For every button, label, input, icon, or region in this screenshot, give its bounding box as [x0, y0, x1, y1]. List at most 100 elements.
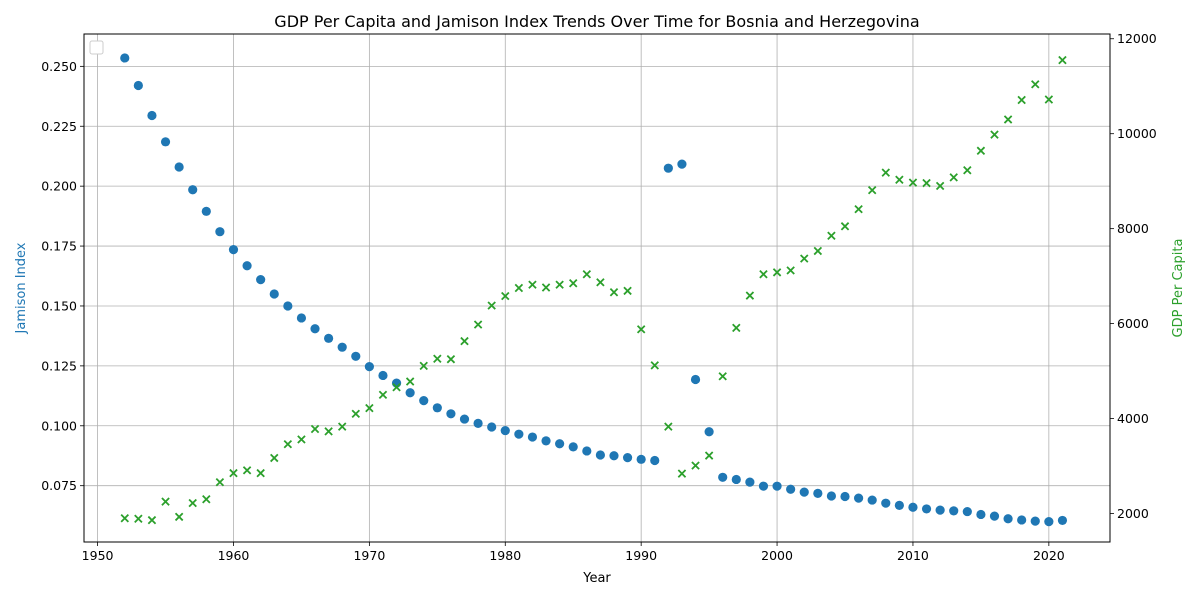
- right-y-tick-label: 4000: [1117, 411, 1149, 426]
- gdp-per-capita-point: [922, 178, 931, 188]
- left-y-tick-label: 0.075: [41, 478, 77, 493]
- left-y-tick-label: 0.100: [41, 418, 77, 433]
- right-y-axis-label: GDP Per Capita: [1171, 239, 1186, 338]
- gdp-per-capita-point: [174, 512, 184, 522]
- gdp-per-capita-point: [392, 382, 401, 392]
- right-y-tick-label: 10000: [1117, 126, 1157, 141]
- jamison-index-point: [962, 506, 972, 517]
- gdp-per-capita-point: [1044, 95, 1054, 104]
- jamison-index-point: [921, 504, 932, 514]
- jamison-index-point: [446, 409, 456, 419]
- jamison-index-point: [514, 429, 524, 439]
- gdp-per-capita-point: [270, 453, 279, 463]
- jamison-index-point: [541, 436, 551, 446]
- jamison-index-point: [188, 185, 198, 195]
- jamison-index-point: [228, 245, 239, 255]
- left-y-tick-label: 0.175: [41, 239, 77, 254]
- gdp-per-capita-point: [120, 514, 130, 523]
- jamison-index-point: [283, 301, 293, 311]
- jamison-index-point: [1057, 515, 1068, 526]
- gdp-per-capita-point: [378, 390, 388, 400]
- gdp-per-capita-point: [772, 268, 782, 277]
- gdp-per-capita-point: [365, 403, 374, 413]
- right-y-tick-label: 6000: [1117, 316, 1149, 331]
- jamison-index-point: [133, 80, 143, 91]
- jamison-index-point: [1044, 517, 1054, 527]
- gdp-per-capita-point: [229, 468, 238, 478]
- jamison-index-point: [799, 487, 809, 497]
- gdp-per-capita-point: [840, 222, 850, 231]
- gdp-per-capita-point: [310, 424, 320, 434]
- left-y-axis-label: Jamison Index: [14, 242, 29, 334]
- jamison-index-point: [337, 342, 347, 352]
- gdp-per-capita-point: [786, 266, 795, 275]
- gdp-per-capita-point: [759, 269, 768, 279]
- right-y-axis-ticks: 2000 4000 6000 8000 10000 12000: [1110, 31, 1157, 521]
- jamison-index-point: [772, 481, 782, 491]
- gdp-per-capita-point: [256, 468, 265, 478]
- gdp-per-capita-point: [745, 291, 755, 300]
- jamison-index-point: [296, 313, 307, 323]
- jamison-index-point: [636, 454, 646, 464]
- jamison-index-point: [650, 455, 660, 466]
- x-tick-label: 1960: [218, 548, 250, 563]
- jamison-index-point: [432, 403, 442, 413]
- jamison-index-point: [908, 502, 918, 512]
- gdp-per-capita-point: [351, 409, 361, 419]
- gdp-per-capita-point: [242, 466, 252, 475]
- gdp-per-capita-point: [867, 185, 877, 195]
- gdp-per-capita-point: [324, 427, 333, 436]
- gdp-per-capita-point: [677, 469, 687, 478]
- jamison-index-point: [174, 162, 184, 172]
- gdp-per-capita-point: [908, 178, 918, 187]
- jamison-index-point: [677, 159, 687, 169]
- gdp-per-capita-point: [501, 291, 510, 301]
- left-y-axis-ticks: 0.075 0.100 0.125 0.150 0.175 0.200 0.225 0.250: [41, 59, 84, 493]
- left-y-tick-label: 0.200: [41, 179, 77, 194]
- gdp-per-capita-point: [1031, 80, 1040, 89]
- gdp-per-capita-point: [487, 301, 496, 310]
- chart-title: GDP Per Capita and Jamison Index Trends …: [274, 12, 919, 31]
- gdp-per-capita-point: [691, 461, 700, 470]
- jamison-index-point: [1003, 514, 1013, 524]
- gdp-per-capita-point: [935, 181, 945, 191]
- jamison-index-point: [487, 422, 497, 432]
- jamison-index-point: [160, 137, 171, 147]
- x-axis-ticks: 1950 1960 1970 1980 1990 2000 2010 2020: [82, 542, 1065, 563]
- gdp-per-capita-point: [881, 168, 891, 177]
- jamison-index-point: [745, 477, 755, 487]
- gdp-per-capita-point: [895, 175, 904, 184]
- jamison-index-point: [419, 396, 429, 406]
- jamison-index-point: [894, 500, 904, 510]
- gdp-per-capita-point: [541, 283, 551, 292]
- gdp-per-capita-point: [283, 439, 293, 449]
- jamison-index-point: [867, 495, 877, 505]
- jamison-index-point: [663, 163, 673, 173]
- jamison-index-point: [582, 446, 592, 456]
- jamison-index-point: [758, 481, 769, 491]
- gdp-per-capita-point: [636, 325, 646, 334]
- jamison-index-point: [256, 275, 266, 285]
- legend-box: [89, 40, 104, 55]
- jamison-index-point: [120, 53, 130, 63]
- gdp-per-capita-point: [215, 477, 225, 487]
- gdp-per-capita-point: [990, 130, 999, 139]
- jamison-index-point: [731, 474, 741, 485]
- right-y-tick-label: 2000: [1117, 506, 1149, 521]
- gdp-per-capita-point: [202, 495, 211, 504]
- gdp-per-capita-point: [419, 361, 428, 371]
- gdp-per-capita-point: [188, 498, 197, 508]
- jamison-index-point: [935, 505, 945, 515]
- jamison-index-point: [364, 361, 374, 372]
- gdp-per-capita-point: [854, 204, 863, 214]
- jamison-index-point: [215, 227, 225, 237]
- jamison-index-point: [704, 427, 714, 437]
- jamison-index-point: [242, 261, 252, 271]
- jamison-index-point: [1017, 515, 1027, 525]
- gdp-per-capita-point: [609, 288, 619, 297]
- gdp-per-capita-point: [297, 435, 306, 444]
- x-tick-label: 1950: [82, 548, 114, 563]
- jamison-index-point: [147, 110, 157, 121]
- jamison-index-point: [881, 498, 891, 508]
